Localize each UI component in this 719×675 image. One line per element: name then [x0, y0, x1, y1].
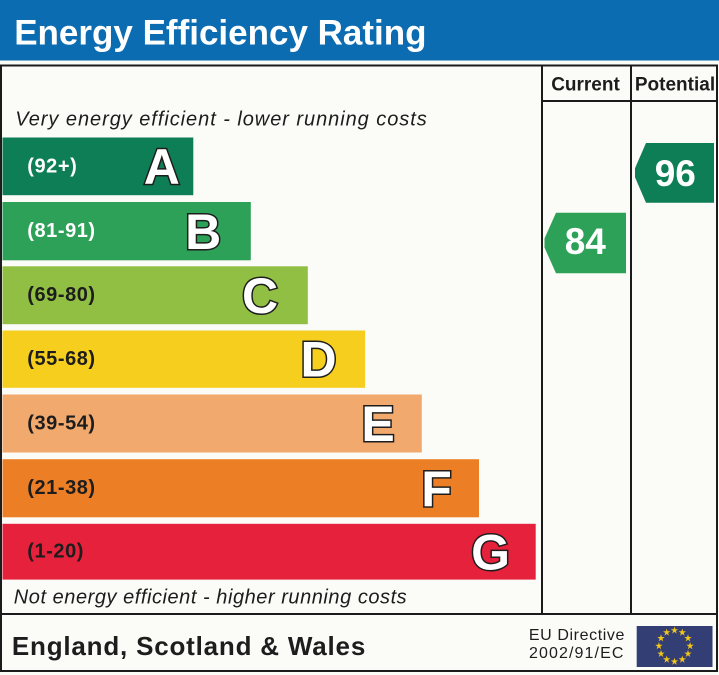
- svg-text:F: F: [421, 461, 452, 517]
- svg-text:A: A: [144, 139, 180, 195]
- svg-text:EU Directive: EU Directive: [529, 627, 625, 644]
- svg-text:(55-68): (55-68): [27, 348, 95, 370]
- svg-text:D: D: [301, 332, 337, 388]
- svg-text:(92+): (92+): [27, 155, 77, 177]
- svg-text:C: C: [242, 268, 278, 324]
- svg-text:England, Scotland & Wales: England, Scotland & Wales: [12, 631, 366, 661]
- svg-text:B: B: [185, 204, 221, 260]
- svg-text:(39-54): (39-54): [27, 413, 95, 435]
- svg-text:E: E: [361, 396, 394, 452]
- svg-text:Current: Current: [551, 75, 620, 96]
- svg-text:(81-91): (81-91): [27, 220, 95, 242]
- svg-text:(69-80): (69-80): [27, 284, 95, 306]
- svg-text:Potential: Potential: [635, 75, 715, 96]
- svg-text:Very energy efficient - lower: Very energy efficient - lower running co…: [15, 109, 428, 131]
- svg-text:(21-38): (21-38): [27, 477, 95, 499]
- svg-text:96: 96: [655, 153, 696, 194]
- svg-text:84: 84: [565, 221, 607, 262]
- svg-text:Energy Efficiency Rating: Energy Efficiency Rating: [14, 13, 426, 52]
- svg-text:2002/91/EC: 2002/91/EC: [529, 645, 625, 662]
- svg-text:Not energy efficient - higher: Not energy efficient - higher running co…: [14, 587, 407, 609]
- svg-text:(1-20): (1-20): [27, 541, 84, 563]
- svg-text:G: G: [471, 524, 510, 580]
